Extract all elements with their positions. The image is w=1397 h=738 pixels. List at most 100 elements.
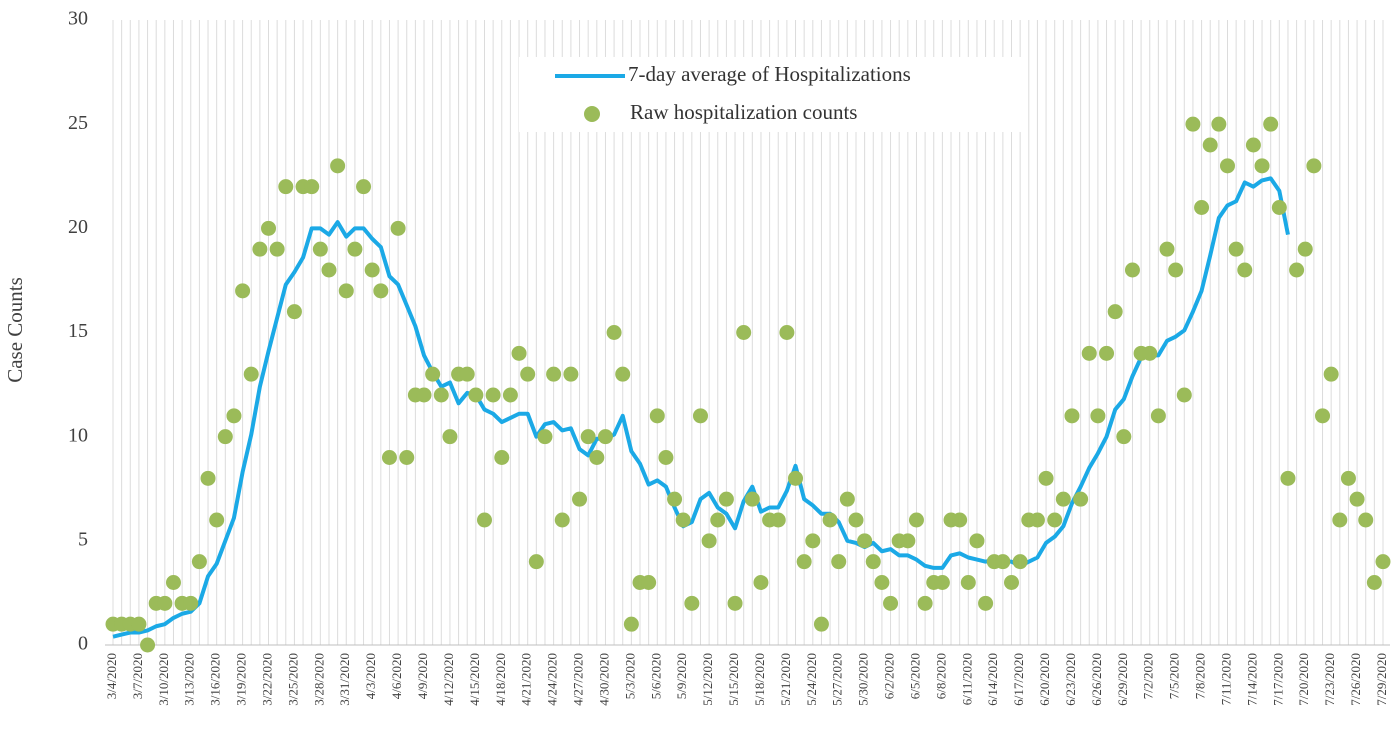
raw-point [243, 366, 259, 382]
raw-point [1012, 554, 1028, 570]
x-tick-label: 3/10/2020 [156, 653, 171, 706]
raw-point [390, 220, 406, 236]
raw-point [1194, 200, 1210, 215]
raw-point [226, 408, 242, 424]
raw-point [433, 387, 449, 403]
raw-point [476, 512, 492, 528]
y-tick-label: 30 [68, 8, 88, 30]
raw-point [494, 450, 510, 465]
raw-point [1029, 512, 1045, 528]
y-tick-label: 25 [68, 112, 88, 134]
raw-point [589, 450, 605, 465]
raw-point [701, 533, 717, 549]
x-tick-label: 7/11/2020 [1218, 653, 1233, 705]
raw-point [839, 491, 855, 507]
raw-point [278, 179, 294, 195]
raw-point [675, 512, 691, 528]
raw-point [1280, 470, 1296, 486]
raw-point [736, 325, 752, 340]
raw-point [710, 512, 726, 528]
raw-point [934, 575, 950, 590]
raw-point [1315, 408, 1331, 424]
raw-point [140, 637, 156, 653]
raw-point [623, 616, 639, 632]
raw-point [1185, 116, 1201, 132]
x-tick-label: 3/22/2020 [259, 653, 274, 706]
raw-point [563, 366, 579, 382]
raw-point [416, 387, 432, 403]
raw-point [399, 450, 415, 465]
x-tick-label: 5/9/2020 [674, 653, 689, 699]
raw-point [511, 345, 527, 361]
raw-point [1090, 408, 1106, 424]
raw-point [1254, 158, 1270, 174]
x-tick-label: 6/20/2020 [1037, 653, 1052, 706]
raw-point [857, 533, 873, 549]
raw-point [831, 554, 847, 570]
raw-point [1064, 408, 1080, 424]
x-tick-label: 4/3/2020 [363, 653, 378, 699]
raw-point [1124, 262, 1140, 278]
y-tick-label: 5 [78, 528, 88, 550]
raw-point [1038, 470, 1054, 486]
raw-point [1004, 575, 1020, 590]
raw-point [995, 554, 1011, 570]
raw-point [1073, 491, 1089, 507]
x-tick-label: 4/9/2020 [415, 653, 430, 699]
x-tick-label: 4/27/2020 [571, 653, 586, 706]
x-tick-label: 5/27/2020 [830, 653, 845, 706]
raw-point [753, 575, 769, 590]
x-tick-label: 3/4/2020 [104, 653, 119, 699]
x-tick-label: 6/8/2020 [933, 653, 948, 699]
x-tick-label: 7/17/2020 [1270, 653, 1285, 706]
raw-point [649, 408, 665, 424]
raw-point [883, 595, 899, 611]
raw-point [1211, 116, 1227, 132]
raw-point [597, 429, 613, 445]
raw-point [261, 220, 277, 236]
x-tick-label: 5/24/2020 [804, 653, 819, 706]
legend-label: Raw hospitalization counts [630, 100, 857, 124]
raw-point [286, 304, 302, 320]
raw-point [546, 366, 562, 382]
x-tick-label: 4/12/2020 [441, 653, 456, 706]
raw-point [183, 595, 199, 611]
raw-point [1142, 345, 1158, 361]
raw-point [615, 366, 631, 382]
x-tick-label: 3/7/2020 [130, 653, 145, 699]
raw-point [338, 283, 354, 299]
raw-point [641, 575, 657, 590]
raw-point [1263, 116, 1279, 132]
raw-point [1271, 200, 1287, 215]
raw-point [191, 554, 207, 570]
raw-point [252, 241, 268, 257]
raw-point [684, 595, 700, 611]
raw-point [1332, 512, 1348, 528]
x-tick-label: 3/31/2020 [337, 653, 352, 706]
raw-point [744, 491, 760, 507]
raw-point [425, 366, 441, 382]
raw-point [779, 325, 795, 340]
x-tick-label: 7/20/2020 [1296, 653, 1311, 706]
raw-point [235, 283, 251, 299]
raw-point [373, 283, 389, 299]
raw-point [822, 512, 838, 528]
raw-point [667, 491, 683, 507]
x-tick-label: 3/13/2020 [182, 653, 197, 706]
y-tick-label: 10 [68, 424, 88, 446]
raw-point [1099, 345, 1115, 361]
raw-point [537, 429, 553, 445]
raw-point [269, 241, 285, 257]
raw-point [908, 512, 924, 528]
x-tick-label: 3/25/2020 [285, 653, 300, 706]
raw-point [770, 512, 786, 528]
raw-point [459, 366, 475, 382]
x-tick-label: 6/23/2020 [1063, 653, 1078, 706]
x-tick-label: 6/29/2020 [1115, 653, 1130, 706]
raw-point [1159, 241, 1175, 257]
raw-point [727, 595, 743, 611]
x-tick-label: 4/18/2020 [493, 653, 508, 706]
x-tick-label: 7/5/2020 [1167, 653, 1182, 699]
x-tick-label: 6/14/2020 [985, 653, 1000, 706]
